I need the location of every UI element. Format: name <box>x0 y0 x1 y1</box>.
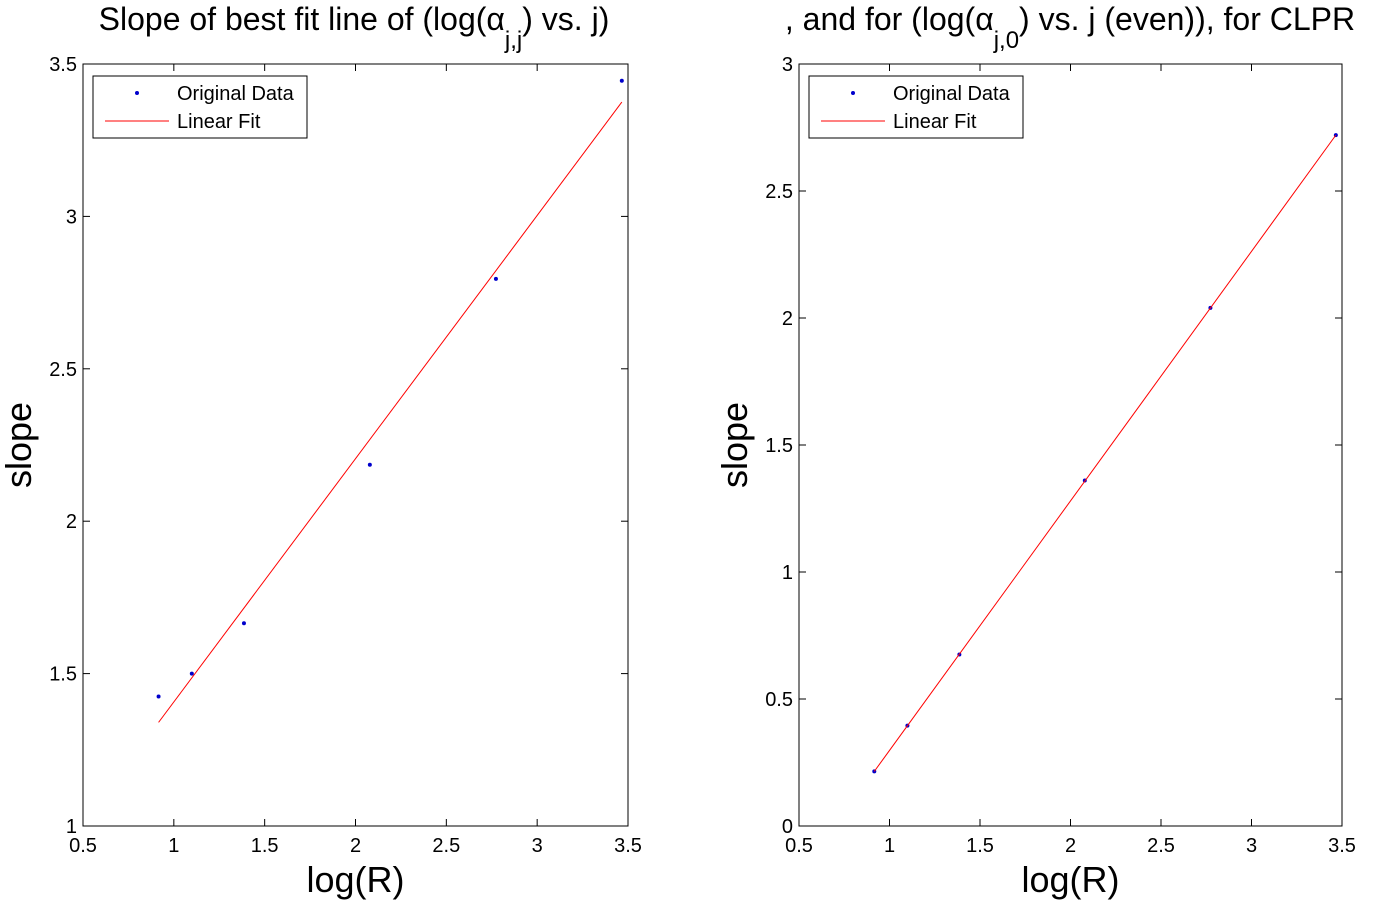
y-tick-label: 1.5 <box>765 435 793 457</box>
linear-fit-line <box>158 101 623 723</box>
x-tick-label: 2.5 <box>1147 835 1175 857</box>
plot-area-left <box>82 63 629 827</box>
data-point <box>367 462 372 467</box>
linear-fit-line <box>873 134 1337 772</box>
data-point <box>156 694 161 699</box>
chart-title-right: , and for (log(αj,0) vs. j (even)), for … <box>785 1 1355 54</box>
y-tick-label: 1 <box>782 562 793 584</box>
chart-title-left: Slope of best fit line of (log(αj,j) vs.… <box>99 1 610 54</box>
x-tick-label: 1.5 <box>251 835 279 857</box>
x-tick-label: 3.5 <box>1328 835 1356 857</box>
x-tick-label: 3.5 <box>614 835 642 857</box>
x-tick-label: 2.5 <box>432 835 460 857</box>
title-left-tail: ) vs. j) <box>522 1 609 37</box>
x-tick-label: 3 <box>1246 835 1257 857</box>
data-point <box>189 671 194 676</box>
x-tick-label: 1.5 <box>966 835 994 857</box>
x-tick-label: 1 <box>884 835 895 857</box>
data-point <box>493 276 498 281</box>
y-tick-label: 3.5 <box>49 54 77 76</box>
legend-label: Linear Fit <box>177 111 261 133</box>
y-tick-label: 2 <box>66 511 77 533</box>
title-right-tail: ) vs. j (even)), for CLPR <box>1019 1 1355 37</box>
y-tick-label: 1.5 <box>49 664 77 686</box>
x-tick-label: 0.5 <box>69 835 97 857</box>
y-tick-label: 2.5 <box>765 181 793 203</box>
x-tick-label: 2 <box>1065 835 1076 857</box>
data-point <box>241 621 246 626</box>
y-tick-label: 0.5 <box>765 689 793 711</box>
title-left-subscript: j,j <box>504 27 522 54</box>
legend-box <box>808 75 1024 139</box>
legend-box <box>92 75 308 139</box>
x-tick-label: 2 <box>350 835 361 857</box>
legend-label: Original Data <box>893 83 1011 105</box>
legend-label: Original Data <box>177 83 295 105</box>
x-axis-label: log(R) <box>306 859 404 900</box>
y-axis-label: slope <box>714 402 755 488</box>
y-tick-label: 3 <box>782 54 793 76</box>
x-tick-label: 3 <box>532 835 543 857</box>
title-right-main: , and for (log(α <box>785 1 994 37</box>
title-left-main: Slope of best fit line of (log(α <box>99 1 505 37</box>
chart-left: 0.5 1 1.5 2 2.5 3 3.511.522.533.5log(R)slopeOr… <box>0 54 642 900</box>
title-right-subscript: j,0 <box>993 27 1019 54</box>
data-point <box>619 78 624 83</box>
x-tick-label: 0.5 <box>785 835 813 857</box>
chart-right: 0.5 1 1.5 2 2.5 3 3.500.511.522.53log(R)slopeO… <box>714 54 1356 900</box>
y-axis-label: slope <box>0 402 39 488</box>
y-tick-label: 1 <box>66 816 77 838</box>
y-tick-label: 3 <box>66 206 77 228</box>
plot-area-right <box>798 63 1343 827</box>
y-tick-label: 2 <box>782 308 793 330</box>
legend-label: Linear Fit <box>893 111 977 133</box>
y-tick-label: 2.5 <box>49 359 77 381</box>
legend-swatch-original-data <box>135 91 139 95</box>
legend-swatch-original-data <box>851 91 855 95</box>
y-tick-label: 0 <box>782 816 793 838</box>
x-tick-label: 1 <box>168 835 179 857</box>
x-axis-label: log(R) <box>1021 859 1119 900</box>
